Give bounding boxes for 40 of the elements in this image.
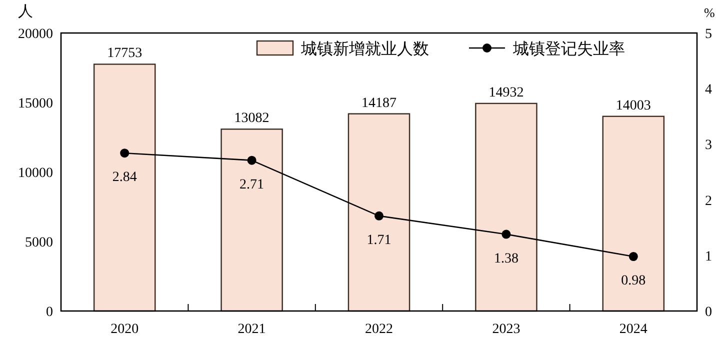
x-tick-label: 2023 [492,322,520,337]
x-tick-label: 2024 [619,322,648,337]
point [247,156,256,165]
point [502,230,511,239]
data-label: 2.71 [240,177,264,192]
y-tick-label: 10000 [18,166,53,181]
y2-tick-label: 4 [705,82,712,98]
bar [93,64,156,312]
data-label: 14932 [488,85,524,100]
y-tick-label: 0 [46,305,53,320]
y2-tick-label: 1 [705,249,712,264]
data-label: 17753 [107,46,142,62]
x-tick-label: 2021 [238,322,266,337]
y2-tick-label: 2 [705,194,712,209]
point [374,211,384,220]
point [628,252,638,262]
y-tick-label: 15000 [18,96,53,112]
bar [220,128,283,312]
data-label: 1.71 [366,232,392,248]
y2-axis-title: % [704,5,715,20]
data-label: 13082 [234,111,270,126]
bar [475,102,538,312]
y2-tick-label: 3 [705,138,712,154]
bar [348,113,410,312]
legend-label: 城镇新增就业人数 [300,40,429,58]
y-tick-label: 5000 [25,236,53,250]
x-tick-label: 2022 [365,322,393,337]
x-tick-label: 2020 [110,322,139,337]
data-label: 2.84 [112,170,137,186]
y2-tick-label: 0 [705,305,712,320]
data-label: 1.38 [494,251,518,266]
data-label: 14187 [362,96,396,111]
y-axis-title: 人 [18,4,33,20]
y-tick-label: 20000 [18,27,53,42]
point [120,148,130,158]
data-label: 14003 [616,98,651,114]
data-label: 0.98 [621,274,646,289]
y2-tick-label: 5 [705,27,712,42]
legend-label: 城镇登记失业率 [512,40,625,58]
bar [602,116,665,312]
